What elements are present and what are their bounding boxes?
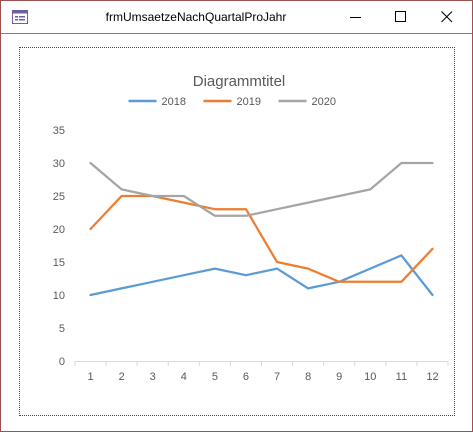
form-icon[interactable] bbox=[12, 10, 28, 24]
chart-title: Diagrammtitel bbox=[193, 73, 286, 90]
y-tick-label: 35 bbox=[53, 125, 65, 137]
chart-legend: 2018 2019 2020 bbox=[128, 96, 336, 108]
y-tick-label: 10 bbox=[53, 290, 65, 302]
line-chart: Diagrammtitel 2018 2019 2020 0510152025303… bbox=[53, 73, 449, 383]
x-tick-label: 4 bbox=[181, 371, 187, 383]
y-tick-label: 0 bbox=[59, 356, 65, 368]
y-tick-label: 20 bbox=[53, 224, 65, 236]
x-axis: 1 2 3 4 5 6 7 8 9 10 11 12 bbox=[74, 361, 449, 383]
x-tick-label: 11 bbox=[396, 371, 407, 383]
series-line-2018 bbox=[89, 254, 434, 297]
title-bar[interactable]: frmUmsaetzeNachQuartalProJahr bbox=[1, 1, 472, 34]
close-icon bbox=[441, 11, 453, 23]
y-tick-label: 5 bbox=[59, 323, 65, 335]
y-tick-label: 25 bbox=[53, 191, 65, 203]
minimize-icon bbox=[350, 17, 361, 18]
close-button[interactable] bbox=[424, 1, 470, 33]
maximize-button[interactable] bbox=[378, 1, 424, 33]
y-tick-label: 15 bbox=[53, 257, 65, 269]
x-tick-label: 9 bbox=[336, 371, 342, 383]
legend-label: 2018 bbox=[162, 96, 186, 108]
maximize-icon bbox=[395, 11, 406, 22]
x-tick-label: 1 bbox=[87, 371, 93, 383]
x-tick-label: 6 bbox=[243, 371, 249, 383]
series-line-2019 bbox=[89, 194, 434, 283]
x-tick-label: 10 bbox=[364, 371, 376, 383]
legend-label: 2019 bbox=[237, 96, 261, 108]
form-client-area: Diagrammtitel 2018 2019 2020 0 5 10 15 20 25 30 3… bbox=[1, 34, 472, 431]
legend-label: 2020 bbox=[312, 96, 336, 108]
y-tick-label: 30 bbox=[53, 158, 65, 170]
x-tick-label: 7 bbox=[274, 371, 280, 383]
x-tick-label: 2 bbox=[119, 371, 125, 383]
plot-area bbox=[89, 161, 434, 297]
series-line-2020 bbox=[89, 161, 434, 217]
y-axis: 0 5 10 15 20 25 30 35 bbox=[53, 125, 65, 368]
minimize-button[interactable] bbox=[333, 1, 379, 33]
x-tick-label: 5 bbox=[212, 371, 218, 383]
chart-control[interactable]: Diagrammtitel 2018 2019 2020 0 5 10 15 20 25 30 3… bbox=[19, 47, 455, 416]
x-tick-label: 8 bbox=[305, 371, 311, 383]
window-title: frmUmsaetzeNachQuartalProJahr bbox=[105, 10, 287, 24]
x-tick-label: 12 bbox=[426, 371, 438, 383]
x-tick-label: 3 bbox=[150, 371, 156, 383]
